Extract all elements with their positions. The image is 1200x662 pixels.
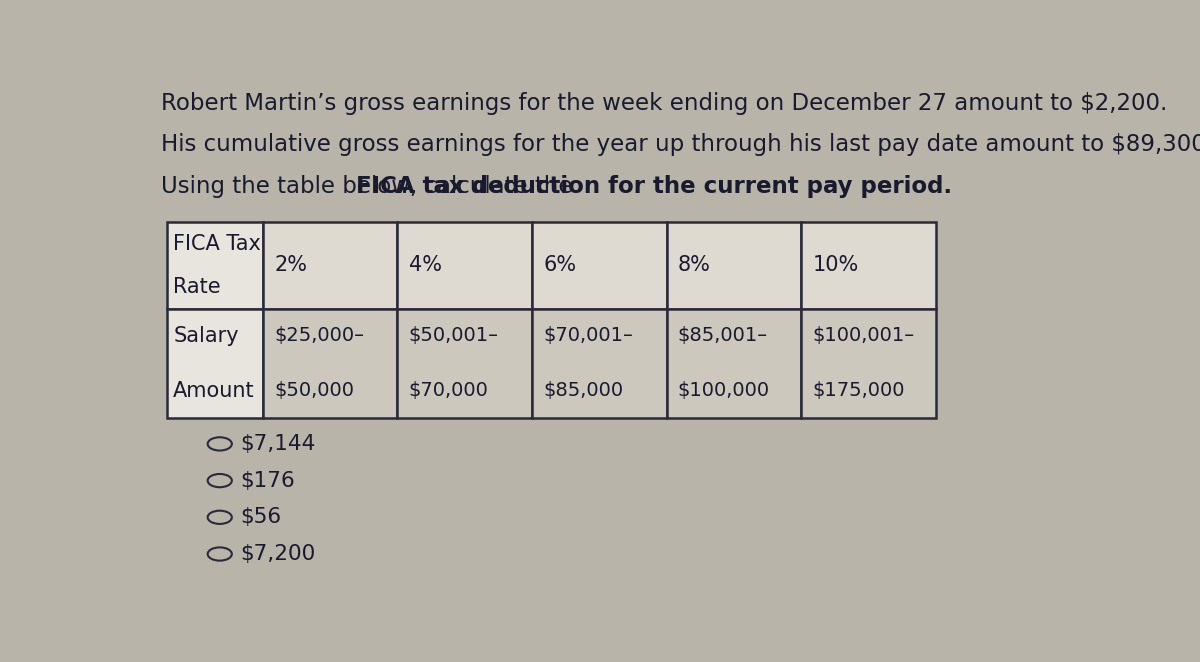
Bar bbox=[263, 308, 397, 418]
Text: Rate: Rate bbox=[173, 277, 221, 297]
Text: $50,000: $50,000 bbox=[274, 381, 354, 401]
Bar bbox=[167, 308, 263, 418]
Bar bbox=[532, 222, 667, 308]
Text: Robert Martin’s gross earnings for the week ending on December 27 amount to $2,2: Robert Martin’s gross earnings for the w… bbox=[161, 92, 1168, 115]
Text: 6%: 6% bbox=[544, 256, 576, 275]
Text: $176: $176 bbox=[240, 471, 295, 491]
Text: 2%: 2% bbox=[274, 256, 307, 275]
Bar bbox=[397, 308, 532, 418]
Text: $50,001–: $50,001– bbox=[409, 326, 499, 346]
Text: $100,001–: $100,001– bbox=[812, 326, 914, 346]
Text: $56: $56 bbox=[240, 507, 281, 528]
Text: $7,144: $7,144 bbox=[240, 434, 316, 454]
Text: 4%: 4% bbox=[409, 256, 442, 275]
Bar bbox=[667, 308, 802, 418]
Text: $85,000: $85,000 bbox=[544, 381, 623, 401]
Text: $7,200: $7,200 bbox=[240, 544, 316, 564]
Text: $85,001–: $85,001– bbox=[678, 326, 768, 346]
Bar bbox=[532, 308, 667, 418]
Text: FICA Tax: FICA Tax bbox=[173, 234, 262, 254]
Text: 8%: 8% bbox=[678, 256, 710, 275]
Text: His cumulative gross earnings for the year up through his last pay date amount t: His cumulative gross earnings for the ye… bbox=[161, 133, 1200, 156]
Bar bbox=[802, 222, 936, 308]
Bar bbox=[802, 308, 936, 418]
Text: $70,001–: $70,001– bbox=[544, 326, 634, 346]
Bar bbox=[667, 222, 802, 308]
Bar bbox=[397, 222, 532, 308]
Text: $70,000: $70,000 bbox=[409, 381, 488, 401]
Text: Amount: Amount bbox=[173, 381, 254, 401]
Text: $175,000: $175,000 bbox=[812, 381, 905, 401]
Text: 10%: 10% bbox=[812, 256, 859, 275]
Text: Using the table below, calculate the: Using the table below, calculate the bbox=[161, 175, 580, 199]
Text: $100,000: $100,000 bbox=[678, 381, 770, 401]
Text: FICA tax deduction for the current pay period.: FICA tax deduction for the current pay p… bbox=[355, 175, 952, 199]
Text: $25,000–: $25,000– bbox=[274, 326, 364, 346]
Bar bbox=[263, 222, 397, 308]
Bar bbox=[167, 222, 263, 308]
Text: Salary: Salary bbox=[173, 326, 239, 346]
